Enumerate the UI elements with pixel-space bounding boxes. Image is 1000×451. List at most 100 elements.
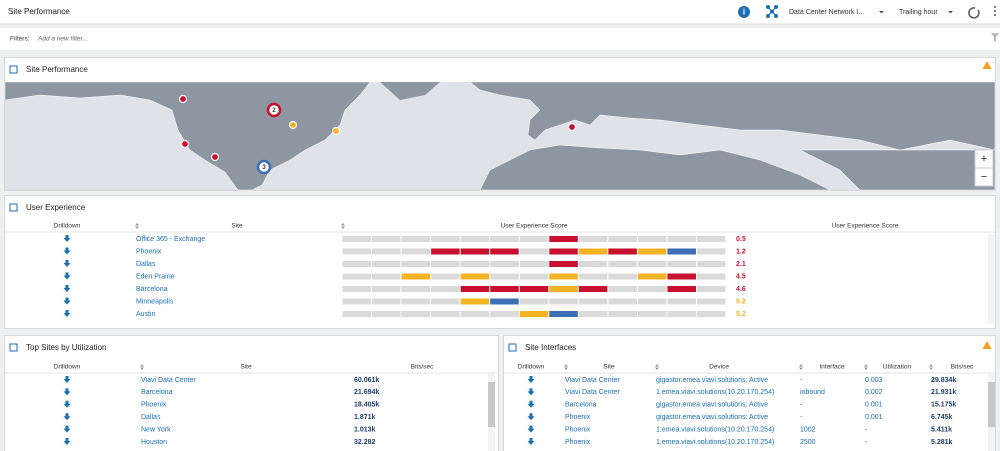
- drilldown-button[interactable]: [63, 413, 71, 421]
- network-selector[interactable]: Data Center Network I...: [789, 9, 864, 16]
- zoom-in-label: +: [981, 153, 987, 165]
- site-link[interactable]: Phoenix: [136, 248, 162, 255]
- sort-icon[interactable]: [864, 364, 868, 370]
- sort-icon[interactable]: [799, 364, 803, 370]
- site-marker[interactable]: [210, 152, 220, 162]
- sort-icon[interactable]: [341, 223, 345, 229]
- device-link[interactable]: 1.emea.viavi.solutions(10.20.170.254): [656, 426, 774, 433]
- score-segment: [519, 236, 549, 242]
- site-link[interactable]: Barcelona: [141, 389, 173, 396]
- site-link[interactable]: Viavi Data Center: [141, 377, 196, 384]
- utilization: -: [865, 439, 868, 446]
- warning-icon[interactable]: [982, 61, 992, 69]
- drilldown-button[interactable]: [527, 425, 535, 433]
- drilldown-button[interactable]: [63, 285, 71, 292]
- score-segment: [431, 286, 460, 292]
- utilization: 0.001: [865, 414, 883, 421]
- site-marker[interactable]: [178, 94, 188, 104]
- site-link[interactable]: Phoenix: [565, 439, 591, 446]
- zoom-out-button[interactable]: [974, 167, 994, 187]
- site-marker[interactable]: [288, 120, 298, 130]
- drilldown-button[interactable]: [63, 310, 71, 317]
- site-marker[interactable]: [331, 126, 341, 136]
- score-segment: [490, 311, 519, 317]
- device-link[interactable]: 1.emea.viavi.solutions(10.20.170.254): [656, 439, 774, 446]
- drilldown-button[interactable]: [63, 235, 71, 242]
- site-marker[interactable]: [180, 139, 190, 149]
- score-segment: [460, 286, 490, 292]
- drilldown-button[interactable]: [63, 260, 71, 267]
- zoom-out-label: −: [981, 171, 987, 183]
- sort-icon[interactable]: [564, 364, 568, 370]
- interface: 2500: [800, 439, 816, 446]
- score-segment: [372, 298, 401, 305]
- warning-icon[interactable]: [982, 341, 992, 349]
- refresh-button[interactable]: [968, 7, 980, 19]
- score-segment: [696, 286, 726, 292]
- scrollbar-thumb[interactable]: [488, 382, 495, 427]
- drilldown-button[interactable]: [63, 297, 71, 305]
- device-link[interactable]: 1.emea.viavi.solutions(10.20.170.254): [656, 389, 774, 396]
- score-segment: [342, 311, 372, 317]
- drilldown-button[interactable]: [63, 425, 71, 433]
- column-header: Site: [603, 364, 615, 371]
- drilldown-button[interactable]: [63, 376, 71, 383]
- drilldown-button[interactable]: [63, 400, 71, 408]
- menu-button[interactable]: [994, 6, 996, 16]
- drilldown-button[interactable]: [527, 388, 535, 396]
- site-link[interactable]: Houston: [141, 439, 167, 446]
- score-segment: [342, 248, 372, 255]
- device-link[interactable]: gigastor.emea.viavi.solutions: Active: [656, 402, 768, 409]
- score-segment: [372, 236, 401, 242]
- time-selector[interactable]: Trailing hour: [899, 9, 938, 16]
- site-link[interactable]: Viavi Data Center: [565, 389, 620, 396]
- site-link[interactable]: Office 365 - Exchange: [136, 236, 205, 243]
- score-segment: [549, 311, 578, 317]
- sort-icon[interactable]: [655, 364, 659, 370]
- drilldown-button[interactable]: [63, 247, 71, 255]
- score-segment: [549, 273, 578, 280]
- site-link[interactable]: Viavi Data Center: [565, 377, 620, 384]
- network-icon[interactable]: [766, 5, 778, 18]
- site-link[interactable]: New York: [141, 426, 171, 433]
- drilldown-button[interactable]: [527, 438, 535, 445]
- site-link[interactable]: Eden Prairie: [136, 273, 175, 280]
- site-link[interactable]: Austin: [136, 311, 156, 318]
- scrollbar-thumb[interactable]: [988, 382, 995, 427]
- filter-input[interactable]: Add a new filter...: [37, 36, 88, 43]
- info-icon: i: [743, 8, 745, 17]
- cluster-marker[interactable]: [256, 159, 272, 175]
- drilldown-button[interactable]: [63, 272, 71, 280]
- site-link[interactable]: Dallas: [141, 414, 161, 421]
- score-segment: [549, 236, 578, 242]
- score-segment: [549, 248, 578, 255]
- site-link[interactable]: Barcelona: [565, 402, 597, 409]
- site-marker[interactable]: [567, 122, 577, 132]
- bits-per-sec: 1.013k: [354, 426, 376, 433]
- site-link[interactable]: Barcelona: [136, 286, 168, 293]
- column-header: Drilldown: [518, 364, 545, 371]
- device-link[interactable]: gigastor.emea.viavi.solutions: Active: [656, 414, 768, 421]
- drilldown-button[interactable]: [527, 400, 535, 408]
- sort-icon[interactable]: [140, 364, 144, 370]
- cluster-marker[interactable]: [266, 102, 282, 118]
- site-link[interactable]: Phoenix: [565, 426, 591, 433]
- site-link[interactable]: Dallas: [136, 261, 156, 268]
- device-link[interactable]: gigastor.emea.viavi.solutions: Active: [656, 377, 768, 384]
- site-link[interactable]: Minneapolis: [136, 298, 174, 305]
- score-segment: [519, 298, 549, 305]
- drilldown-button[interactable]: [527, 413, 535, 421]
- site-link[interactable]: Phoenix: [565, 414, 591, 421]
- score-segment: [696, 248, 726, 255]
- info-button[interactable]: [738, 6, 750, 18]
- drilldown-button[interactable]: [527, 376, 535, 383]
- drilldown-button[interactable]: [63, 438, 71, 445]
- column-header: Site: [231, 223, 243, 230]
- site-link[interactable]: Phoenix: [141, 402, 167, 409]
- sort-icon[interactable]: [135, 223, 139, 229]
- filter-icon[interactable]: [991, 33, 999, 42]
- scrollbar[interactable]: [988, 234, 994, 324]
- map[interactable]: [4, 81, 996, 191]
- drilldown-button[interactable]: [63, 388, 71, 396]
- sort-icon[interactable]: [929, 364, 933, 370]
